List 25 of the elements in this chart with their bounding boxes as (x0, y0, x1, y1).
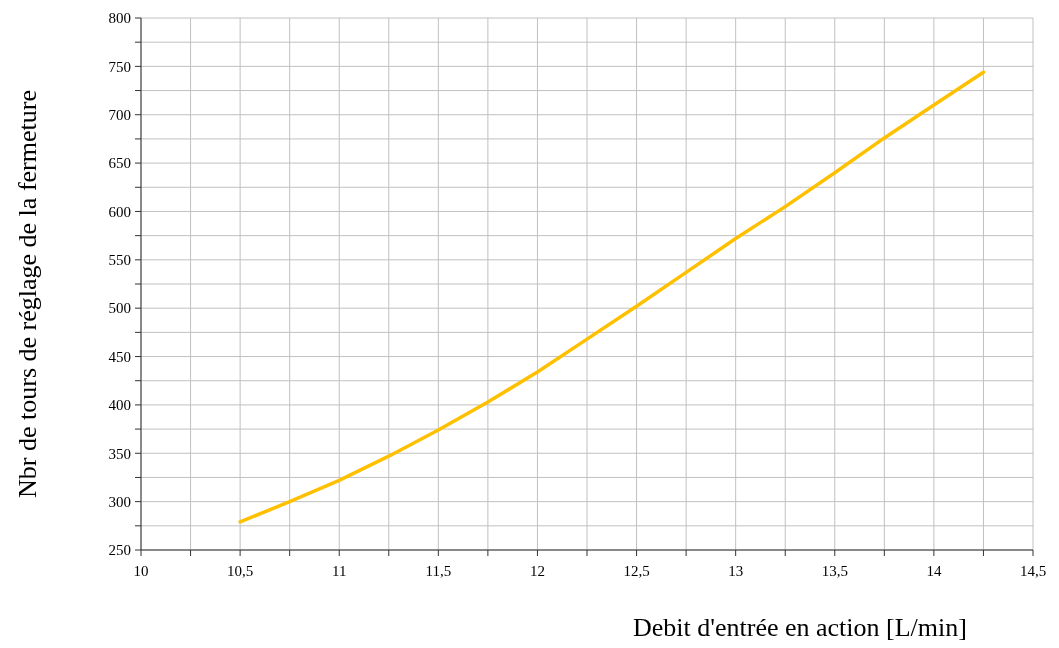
line-series (238, 70, 986, 524)
y-tick-label: 500 (108, 300, 131, 317)
x-tick-label: 14,5 (1019, 563, 1047, 579)
x-tick-label: 13 (728, 563, 744, 579)
x-tick-label: 11 (332, 563, 347, 579)
x-tick-label: 11,5 (425, 563, 452, 579)
x-axis-title: Debit d'entrée en action [L/min] (633, 613, 967, 642)
y-axis-title: Nbr de tours de réglage de la fermeture (13, 90, 42, 498)
y-tick-label: 600 (108, 203, 131, 220)
y-tick-label: 700 (108, 106, 131, 123)
y-tick-label: 550 (108, 252, 131, 269)
y-tick-label: 400 (108, 397, 131, 414)
y-tick-label: 250 (108, 542, 131, 559)
y-tick-label: 350 (108, 445, 131, 462)
y-tick-label: 750 (108, 58, 131, 75)
x-tick-label: 10,5 (226, 563, 254, 579)
x-tick-label: 10 (133, 563, 149, 579)
x-tick-label: 13,5 (821, 563, 848, 579)
y-tick-label: 650 (108, 155, 131, 172)
y-tick-label: 450 (108, 348, 131, 365)
x-tick-label: 12 (529, 563, 545, 579)
y-tick-label: 300 (108, 493, 131, 510)
y-tick-label: 800 (108, 10, 131, 27)
x-tick-label: 14 (926, 563, 942, 579)
x-tick-label: 12,5 (623, 563, 650, 579)
